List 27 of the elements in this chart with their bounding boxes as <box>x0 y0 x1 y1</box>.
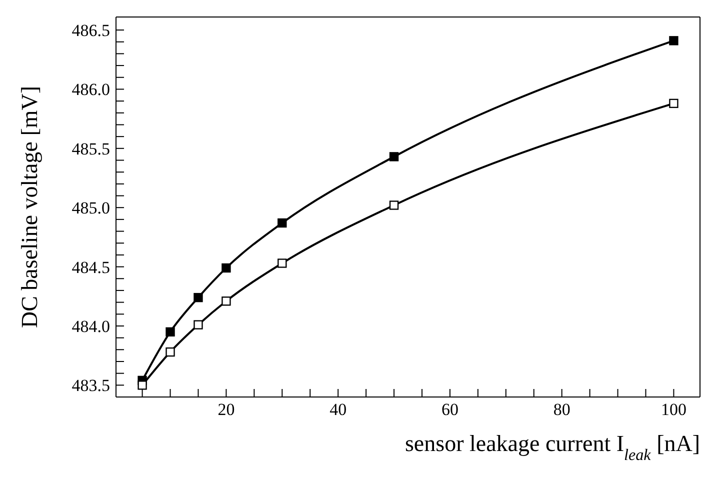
point <box>138 380 147 390</box>
y-tick-label: 486.5 <box>72 21 110 40</box>
y-tick-label: 486.0 <box>72 80 110 100</box>
x-tick-label: 60 <box>441 400 458 420</box>
point <box>669 36 678 46</box>
point <box>166 327 175 336</box>
x-tick-label: 100 <box>660 400 686 420</box>
x-tick-label: 20 <box>218 400 235 420</box>
y-axis-title: DC baseline voltage [mV] <box>17 86 42 328</box>
x-tick-label: 80 <box>553 400 570 420</box>
point <box>389 152 399 162</box>
x-tick-label: 40 <box>330 400 347 420</box>
point <box>278 258 287 268</box>
point <box>278 218 287 228</box>
y-tick-label: 483.5 <box>72 376 110 396</box>
point <box>166 347 175 357</box>
x-axis-title: sensor leakage current I$_{leak}$ [nA] <box>404 431 700 464</box>
point <box>669 98 678 108</box>
point <box>194 292 203 302</box>
point <box>194 320 203 330</box>
y-tick-label: 485.0 <box>72 198 110 218</box>
y-tick-label: 485.5 <box>72 139 110 158</box>
point <box>222 263 231 273</box>
point <box>389 200 399 210</box>
y-tick-label: 484.5 <box>72 258 110 277</box>
point <box>222 296 231 306</box>
y-tick-label: 484.0 <box>72 317 110 336</box>
